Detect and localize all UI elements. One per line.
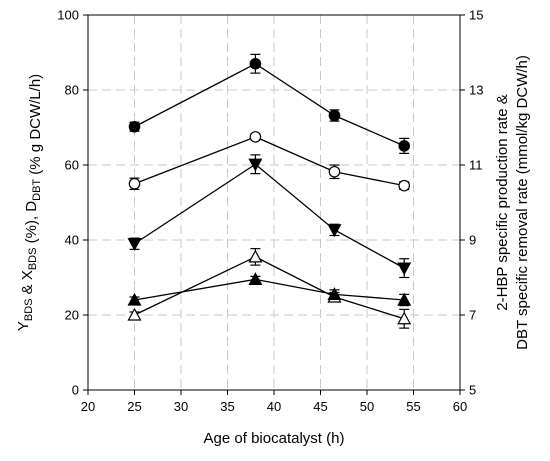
series-triangle-up-open — [127, 248, 412, 329]
series-circle-open — [128, 131, 410, 192]
x-tick-label: 35 — [220, 399, 234, 414]
grid-lines — [88, 15, 460, 390]
left-y-tick-label: 20 — [65, 308, 79, 323]
left-y-axis-title: YBDS & XBDS (%), DDBT (% g DCW/L/h) — [15, 74, 44, 331]
data-point — [128, 120, 141, 133]
data-point — [248, 249, 263, 263]
x-tick-label: 55 — [406, 399, 420, 414]
data-point — [327, 224, 342, 238]
left-y-axis-title-part: Y — [15, 321, 32, 331]
right-y-tick-label: 15 — [469, 8, 483, 23]
data-point — [397, 292, 412, 306]
series-line — [134, 256, 405, 320]
right-y-axis-title-line1: 2-HBP specific production rate & — [494, 94, 511, 311]
series-line — [134, 278, 405, 301]
left-y-axis-title-part: (%), D — [23, 201, 40, 248]
data-point — [249, 57, 262, 70]
right-y-tick-label: 11 — [469, 158, 483, 173]
left-y-axis-title-part: DBT — [31, 179, 43, 201]
data-point — [249, 131, 262, 143]
left-y-axis-title-part: & X — [19, 270, 36, 298]
series-line — [134, 136, 405, 187]
series-circle-filled — [128, 53, 410, 154]
right-y-axis-title-line2: DBT specific removal rate (mmol/kg DCW/h… — [514, 55, 531, 350]
right-y-tick-label: 5 — [469, 383, 476, 398]
x-axis-title: Age of biocatalyst (h) — [204, 430, 345, 447]
left-y-axis-title-part: BDS — [27, 248, 39, 271]
data-point — [397, 311, 412, 325]
x-tick-label: 50 — [360, 399, 374, 414]
data-point — [127, 292, 142, 306]
right-y-tick-label: 9 — [469, 233, 476, 248]
x-tick-label: 45 — [313, 399, 327, 414]
data-point — [248, 272, 263, 285]
data-point — [397, 262, 412, 276]
right-y-tick-label: 13 — [469, 83, 483, 98]
left-y-tick-label: 80 — [65, 83, 79, 98]
x-tick-label: 40 — [267, 399, 281, 414]
left-y-tick-label: 60 — [65, 158, 79, 173]
data-point — [127, 307, 142, 321]
data-point — [328, 109, 341, 122]
data-point — [327, 287, 342, 300]
x-tick-label: 20 — [81, 399, 95, 414]
left-y-tick-label: 40 — [65, 233, 79, 248]
left-y-tick-label: 100 — [57, 8, 79, 23]
left-y-tick-label: 0 — [72, 383, 79, 398]
series-line — [134, 163, 405, 269]
data-point — [398, 179, 410, 192]
x-tick-label: 60 — [453, 399, 467, 414]
data-point — [248, 158, 263, 172]
series-triangle-up-filled — [127, 272, 412, 307]
right-y-tick-label: 7 — [469, 308, 476, 323]
series-triangle-down-filled — [127, 154, 412, 279]
data-series — [127, 53, 412, 329]
data-point — [398, 140, 410, 152]
left-y-axis-title-part: BDS — [23, 299, 35, 322]
left-y-axis-title-part: (% g DCW/L/h) — [27, 74, 44, 179]
series-line — [134, 62, 405, 147]
x-tick-label: 25 — [127, 399, 141, 414]
x-tick-label: 30 — [174, 399, 188, 414]
data-point — [127, 238, 142, 252]
data-point — [128, 177, 141, 190]
data-point — [328, 165, 341, 178]
